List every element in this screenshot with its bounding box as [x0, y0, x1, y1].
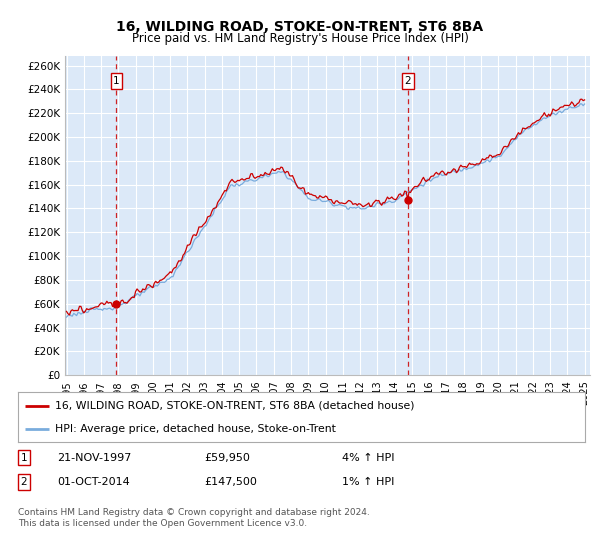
- Text: 1% ↑ HPI: 1% ↑ HPI: [342, 477, 394, 487]
- Text: £147,500: £147,500: [204, 477, 257, 487]
- Text: Contains HM Land Registry data © Crown copyright and database right 2024.
This d: Contains HM Land Registry data © Crown c…: [18, 508, 370, 528]
- Text: 16, WILDING ROAD, STOKE-ON-TRENT, ST6 8BA: 16, WILDING ROAD, STOKE-ON-TRENT, ST6 8B…: [116, 20, 484, 34]
- Text: 1: 1: [113, 76, 120, 86]
- Text: 01-OCT-2014: 01-OCT-2014: [57, 477, 130, 487]
- Text: 2: 2: [20, 477, 28, 487]
- Text: £59,950: £59,950: [204, 452, 250, 463]
- Text: 21-NOV-1997: 21-NOV-1997: [57, 452, 131, 463]
- Text: HPI: Average price, detached house, Stoke-on-Trent: HPI: Average price, detached house, Stok…: [55, 424, 336, 434]
- Text: Price paid vs. HM Land Registry's House Price Index (HPI): Price paid vs. HM Land Registry's House …: [131, 32, 469, 45]
- Text: 2: 2: [404, 76, 411, 86]
- Text: 4% ↑ HPI: 4% ↑ HPI: [342, 452, 395, 463]
- Text: 1: 1: [20, 452, 28, 463]
- Text: 16, WILDING ROAD, STOKE-ON-TRENT, ST6 8BA (detached house): 16, WILDING ROAD, STOKE-ON-TRENT, ST6 8B…: [55, 400, 415, 410]
